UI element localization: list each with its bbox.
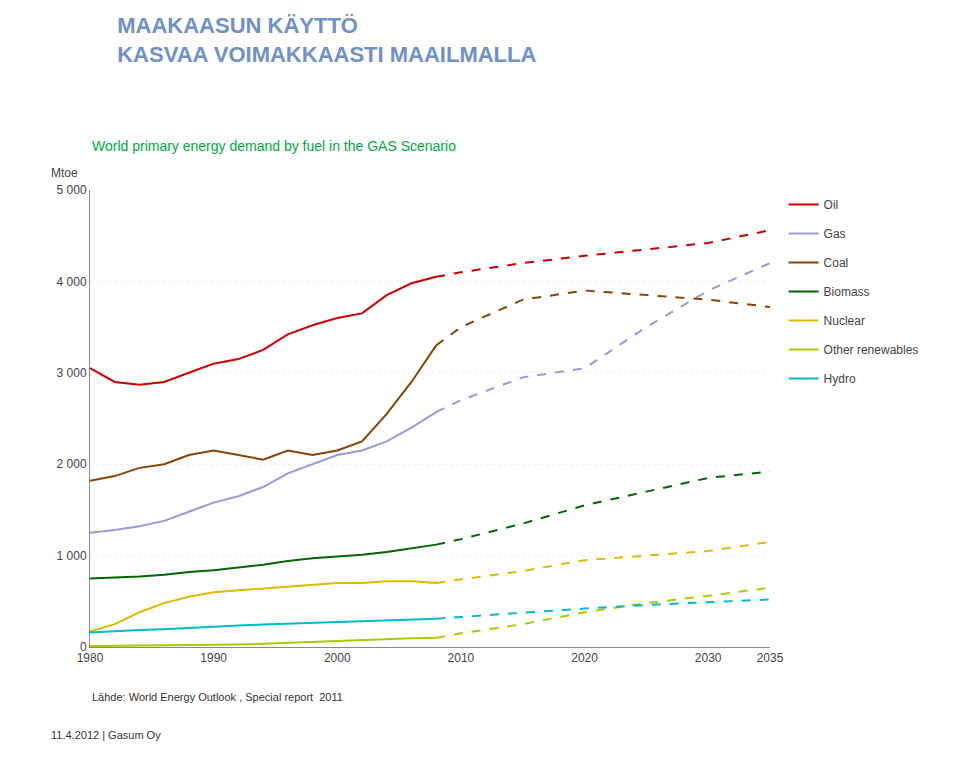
svg-text:4 000: 4 000 xyxy=(57,275,87,289)
svg-text:3 000: 3 000 xyxy=(57,366,87,380)
svg-text:Mtoe: Mtoe xyxy=(51,166,78,180)
svg-text:Biomass: Biomass xyxy=(824,285,870,299)
svg-text:Lähde: World Energy Outlook ,: Lähde: World Energy Outlook , Special re… xyxy=(92,691,343,703)
svg-text:2030: 2030 xyxy=(695,651,722,665)
svg-text:2010: 2010 xyxy=(448,651,475,665)
svg-text:1990: 1990 xyxy=(200,651,227,665)
svg-text:2 000: 2 000 xyxy=(57,457,87,471)
svg-text:World primary energy demand by: World primary energy demand by fuel in t… xyxy=(92,138,456,154)
svg-text:11.4.2012 | Gasum Oy: 11.4.2012 | Gasum Oy xyxy=(51,729,161,741)
svg-text:Gas: Gas xyxy=(824,227,846,241)
svg-text:2020: 2020 xyxy=(571,651,598,665)
svg-text:Coal: Coal xyxy=(824,256,849,270)
svg-text:0: 0 xyxy=(80,640,87,654)
svg-text:1 000: 1 000 xyxy=(57,549,87,563)
svg-text:Oil: Oil xyxy=(824,198,839,212)
svg-text:5 000: 5 000 xyxy=(57,183,87,197)
svg-text:2000: 2000 xyxy=(324,651,351,665)
svg-text:MAAKAASUN KÄYTTÖKASVAA VOIMAKK: MAAKAASUN KÄYTTÖKASVAA VOIMAKKAASTI MAAI… xyxy=(117,13,536,67)
svg-text:Hydro: Hydro xyxy=(824,372,856,386)
svg-text:Other renewables: Other renewables xyxy=(824,343,919,357)
svg-text:1980: 1980 xyxy=(77,651,104,665)
svg-text:2035: 2035 xyxy=(757,651,784,665)
svg-text:Nuclear: Nuclear xyxy=(824,314,865,328)
